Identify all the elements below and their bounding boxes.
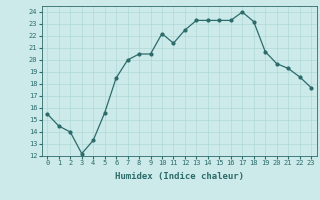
X-axis label: Humidex (Indice chaleur): Humidex (Indice chaleur) (115, 172, 244, 181)
